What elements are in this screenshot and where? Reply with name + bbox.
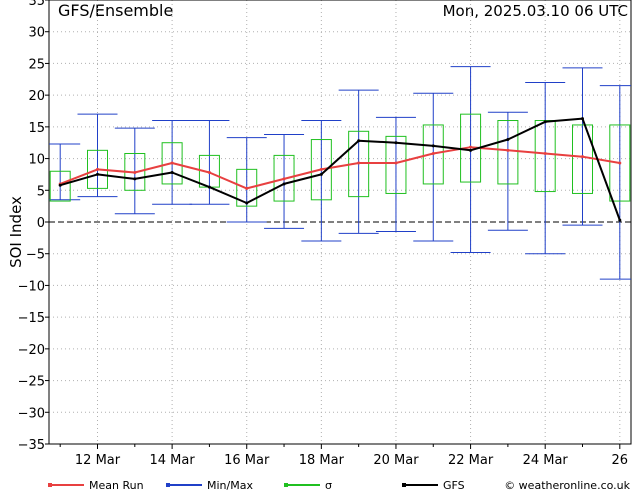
forecast-datetime: Mon, 2025.03.10 06 UTC	[443, 2, 628, 20]
y-tick-label: −25	[18, 375, 45, 390]
gfs-line-point	[618, 218, 622, 222]
y-tick-label: 35	[28, 0, 45, 9]
mean-run-line-point	[245, 186, 249, 190]
y-tick-label: −35	[18, 438, 45, 453]
mean-run-line	[59, 146, 620, 190]
x-tick-label: 12 Mar	[75, 453, 121, 468]
legend-sigma-label: σ	[325, 479, 332, 490]
mean-run-line-point	[96, 167, 99, 171]
plot-frame	[48, 0, 632, 445]
sigma-box	[49, 170, 71, 202]
legend-gfs: GFS	[402, 479, 465, 490]
x-tick-label: 24 Mar	[523, 453, 569, 468]
legend-mean-run: Mean Run	[48, 479, 144, 490]
y-tick-label: 5	[37, 184, 45, 199]
sigma-box	[497, 120, 519, 185]
gfs-line-point	[58, 183, 62, 187]
gfs-line-point	[245, 201, 249, 205]
sigma-box	[422, 124, 444, 185]
mean-run-line-point	[282, 177, 286, 181]
legend-gfs-label: GFS	[443, 479, 465, 490]
mean-run-line-point	[543, 151, 547, 155]
gfs-line-point	[581, 117, 584, 121]
gfs-line-point	[282, 182, 286, 186]
gfs-line-point	[96, 172, 99, 176]
credit-text: © weatheronline.co.uk	[504, 479, 630, 490]
x-tick-label: 22 Mar	[448, 453, 494, 468]
mean-run-line-point	[506, 148, 510, 152]
gfs-line-point	[394, 141, 398, 145]
y-tick-label: 10	[28, 153, 45, 168]
sigma-box	[385, 135, 407, 194]
sigma-box	[273, 154, 295, 202]
y-tick-label: 0	[37, 216, 45, 231]
y-tick-label: −20	[18, 343, 45, 358]
mean-run-line-point	[618, 161, 622, 165]
legend-sigma: σ	[284, 479, 332, 490]
legend-gfs-marker	[402, 483, 406, 487]
legend: Mean Run Min/Max σ GFS © weatheronline.c…	[48, 479, 631, 490]
legend-minmax-label: Min/Max	[207, 479, 253, 490]
gfs-line-point	[469, 148, 473, 152]
legend-minmax-marker	[166, 483, 170, 487]
mean-run-line-point	[431, 151, 435, 155]
gfs-line-point	[207, 185, 211, 189]
sigma-box	[310, 139, 332, 201]
mean-run-line-point	[133, 171, 137, 175]
chart-title: GFS/Ensemble	[58, 1, 173, 20]
gfs-line-point	[357, 139, 361, 143]
x-tick-label: 16 Mar	[224, 453, 270, 468]
legend-minmax: Min/Max	[166, 479, 253, 490]
sigma-box	[236, 168, 258, 207]
legend-mean-label: Mean Run	[89, 479, 144, 490]
gfs-line-point	[319, 172, 323, 176]
plot-area: 35 30 25 20 15 10 5 0 −5 −10 −15 −20 −25 −30 −35 12 Mar…	[18, 0, 632, 468]
mean-run-line-point	[469, 145, 473, 149]
y-tick-label: 25	[28, 57, 45, 72]
gfs-line-point	[543, 120, 547, 124]
x-tick-label: 18 Mar	[299, 453, 345, 468]
y-tick-label: −30	[18, 406, 45, 421]
gfs-line-point	[506, 138, 510, 142]
y-tick-label: −5	[26, 248, 45, 263]
x-tick-label: 20 Mar	[373, 453, 419, 468]
mean-run-line-point	[581, 155, 584, 159]
sigma-box	[161, 142, 183, 185]
mean-run-line-point	[319, 167, 323, 171]
legend-mean-marker	[48, 483, 52, 487]
y-tick-label: 15	[28, 121, 45, 136]
x-tick-label: 26	[612, 453, 629, 468]
y-tick-label: 20	[28, 89, 45, 104]
gfs-line-point	[431, 144, 435, 148]
x-tick-label: 14 Mar	[150, 453, 196, 468]
mean-run-line-point	[170, 161, 174, 165]
y-axis-label: SOI Index	[7, 196, 25, 268]
y-tick-label: −10	[18, 279, 45, 294]
mean-run-line-point	[357, 161, 361, 165]
y-tick-label: 30	[28, 26, 45, 41]
sigma-box	[609, 124, 631, 202]
y-tick-label: −15	[18, 311, 45, 326]
gfs-line	[59, 117, 621, 221]
gfs-line-point	[170, 171, 174, 175]
gfs-line-point	[133, 177, 137, 181]
mean-run-line-point	[207, 171, 211, 175]
legend-sigma-marker	[284, 483, 288, 487]
mean-run-line-point	[394, 161, 398, 165]
